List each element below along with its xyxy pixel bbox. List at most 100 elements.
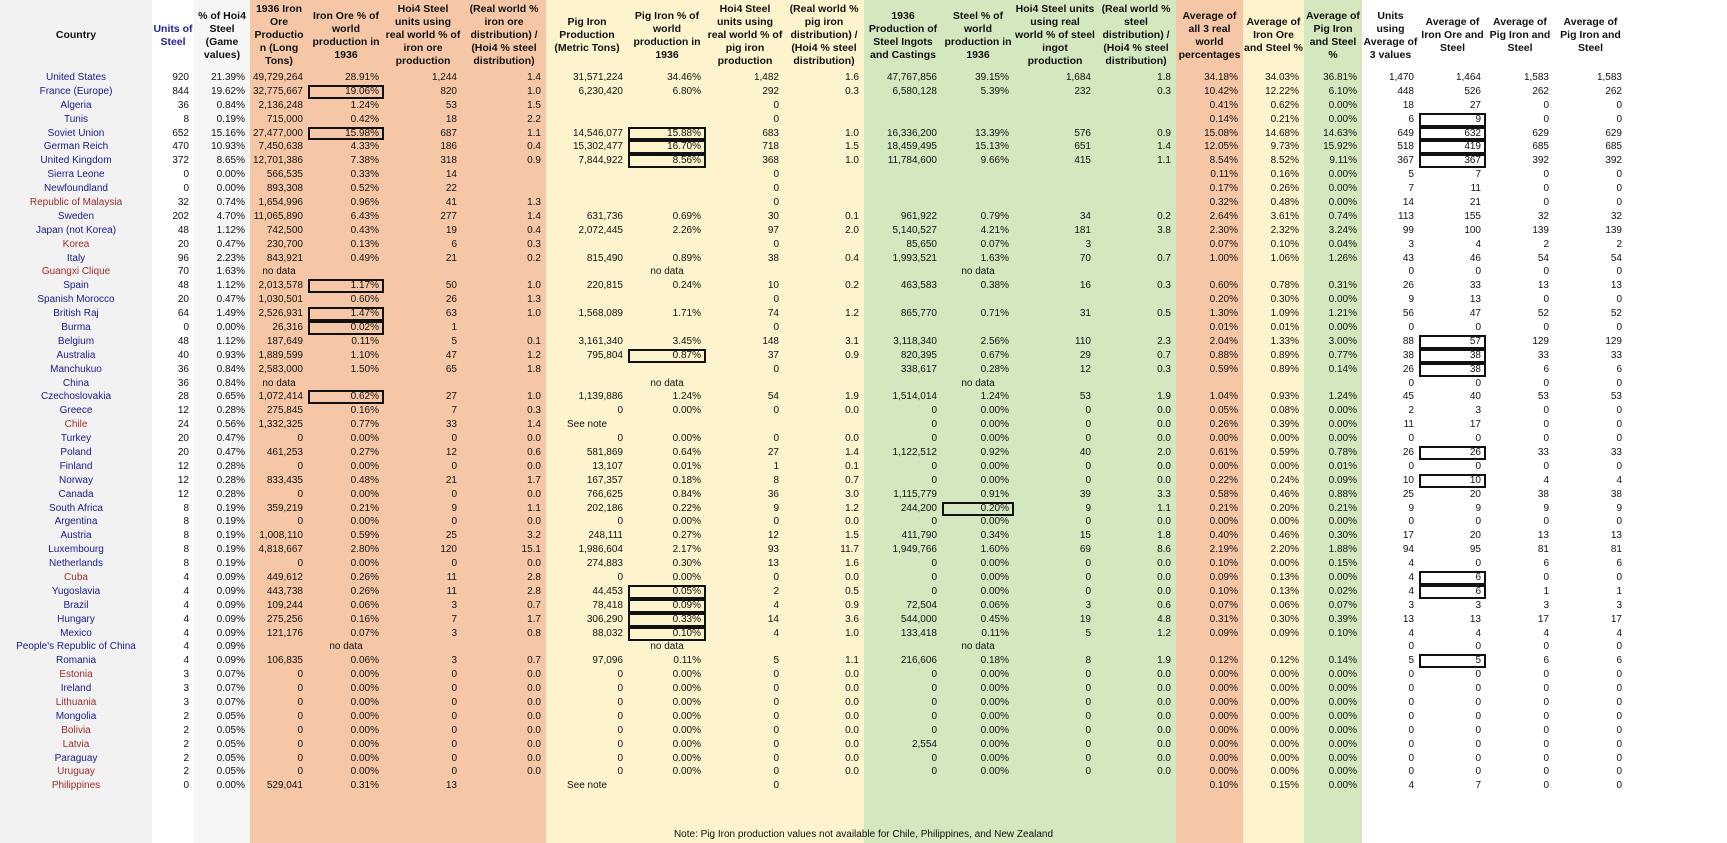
data-cell[interactable]: 1.04% <box>1209 391 1238 403</box>
data-cell[interactable]: 0.09% <box>216 655 245 667</box>
data-cell[interactable]: 0.11% <box>351 335 379 347</box>
data-cell[interactable]: 9 <box>451 502 457 514</box>
data-cell[interactable]: 0 <box>451 516 457 528</box>
data-cell[interactable] <box>942 196 1014 210</box>
data-cell[interactable]: 20 <box>1469 530 1481 542</box>
data-cell[interactable]: 0.10% <box>628 626 706 641</box>
data-cell[interactable]: 0.74% <box>216 196 245 208</box>
data-cell[interactable]: 629 <box>1605 127 1622 139</box>
data-cell[interactable]: 0 <box>1085 669 1091 681</box>
data-cell[interactable] <box>462 779 546 793</box>
data-cell[interactable]: 0 <box>1616 710 1622 722</box>
data-cell[interactable]: 0 <box>1543 766 1549 778</box>
data-cell[interactable] <box>864 265 942 279</box>
data-cell[interactable]: 449,612 <box>266 572 303 583</box>
data-cell[interactable]: 274,883 <box>586 558 623 570</box>
data-cell[interactable] <box>942 779 1014 793</box>
data-cell[interactable]: 1.88% <box>1328 544 1357 556</box>
data-cell[interactable]: 0.1 <box>845 460 859 472</box>
data-cell[interactable] <box>462 641 546 655</box>
data-cell[interactable]: 0.00% <box>1270 710 1299 722</box>
data-cell[interactable]: no data <box>262 377 296 389</box>
data-cell[interactable]: 0 <box>617 433 623 445</box>
data-cell[interactable]: 0.00% <box>980 710 1009 722</box>
data-cell[interactable]: 0.0 <box>527 669 541 681</box>
data-cell[interactable]: 0.19% <box>216 516 245 528</box>
data-cell[interactable]: 4.33% <box>350 141 379 153</box>
data-cell[interactable] <box>546 363 628 377</box>
data-cell[interactable] <box>942 293 1014 307</box>
data-cell[interactable]: 0 <box>1616 321 1622 333</box>
data-cell[interactable]: 0 <box>297 766 303 778</box>
data-cell[interactable]: 8 <box>773 474 779 486</box>
data-cell[interactable] <box>784 265 864 279</box>
data-cell[interactable]: 0 <box>1475 641 1481 653</box>
data-cell[interactable]: 5 <box>1408 169 1414 181</box>
data-cell[interactable]: 0 <box>773 294 779 306</box>
country-cell[interactable]: Hungary <box>57 613 95 625</box>
data-cell[interactable]: 8.52% <box>1270 155 1299 167</box>
data-cell[interactable]: 21.39% <box>211 71 245 83</box>
country-cell[interactable]: Algeria <box>60 99 92 111</box>
data-cell[interactable]: 0 <box>1085 405 1091 417</box>
data-cell[interactable]: 32 <box>177 196 189 208</box>
data-cell[interactable]: 0 <box>297 710 303 722</box>
data-cell[interactable]: 21 <box>1469 196 1481 208</box>
data-cell[interactable]: 529,041 <box>266 780 303 792</box>
data-cell[interactable]: 8 <box>183 530 189 542</box>
data-cell[interactable]: 40 <box>1079 446 1091 458</box>
data-cell[interactable]: 0.8 <box>527 627 541 639</box>
data-cell[interactable]: 742,500 <box>266 224 303 236</box>
data-cell[interactable]: 63 <box>445 308 457 320</box>
data-cell[interactable]: 3.24% <box>1328 224 1357 236</box>
data-cell[interactable]: 1 <box>1616 585 1622 597</box>
data-cell[interactable]: 0.00% <box>216 183 245 195</box>
data-cell[interactable]: 0.00% <box>350 460 379 472</box>
data-cell[interactable]: 865,770 <box>900 308 937 320</box>
data-cell[interactable]: 0.0 <box>1157 738 1171 750</box>
data-cell[interactable]: 0 <box>1616 669 1622 681</box>
data-cell[interactable]: 0 <box>1408 697 1414 709</box>
data-cell[interactable]: 1.09% <box>1270 308 1299 320</box>
data-cell[interactable]: 110 <box>1075 335 1091 347</box>
data-cell[interactable]: 0.5 <box>1157 308 1171 320</box>
data-cell[interactable]: 1.6 <box>845 558 859 570</box>
data-cell[interactable]: 0.0 <box>527 488 541 500</box>
data-cell[interactable]: 0 <box>1085 460 1091 472</box>
data-cell[interactable] <box>1096 168 1176 182</box>
data-cell[interactable]: 11.7 <box>840 544 859 556</box>
data-cell[interactable]: 0.47% <box>216 294 245 306</box>
data-cell[interactable]: 0 <box>1408 460 1414 472</box>
data-cell[interactable]: 0.00% <box>1328 433 1357 445</box>
data-cell[interactable]: 0.14% <box>1209 113 1238 125</box>
data-cell[interactable]: 27 <box>445 391 457 403</box>
data-cell[interactable]: 0.0 <box>527 460 541 472</box>
data-cell[interactable]: 0.61% <box>1209 446 1238 458</box>
data-cell[interactable]: 6 <box>1408 113 1414 125</box>
data-cell[interactable]: 0.0 <box>845 572 859 583</box>
data-cell[interactable]: 12 <box>177 474 189 486</box>
data-cell[interactable]: 0.21% <box>1209 502 1238 514</box>
data-cell[interactable]: 0 <box>1543 99 1549 111</box>
data-cell[interactable] <box>628 196 706 210</box>
data-cell[interactable]: 0.10% <box>1209 558 1238 570</box>
data-cell[interactable]: 0 <box>1616 460 1622 472</box>
data-cell[interactable]: 113 <box>1398 210 1414 222</box>
data-cell[interactable]: 7 <box>1475 780 1481 792</box>
data-cell[interactable]: 15.88% <box>628 126 706 141</box>
data-cell[interactable]: 45 <box>1402 391 1414 403</box>
data-cell[interactable]: 9.73% <box>1270 141 1299 153</box>
data-cell[interactable]: 0.00% <box>672 752 701 764</box>
data-cell[interactable]: 33 <box>1469 280 1481 292</box>
data-cell[interactable] <box>462 377 546 391</box>
data-cell[interactable]: 65 <box>445 363 457 375</box>
data-cell[interactable]: 0 <box>617 697 623 709</box>
data-cell[interactable]: 1.0 <box>845 627 859 639</box>
data-cell[interactable]: 0.47% <box>216 238 245 250</box>
data-cell[interactable]: 0 <box>1616 196 1622 208</box>
data-cell[interactable]: 0.52% <box>350 183 379 195</box>
data-cell[interactable]: 1.0 <box>527 280 541 292</box>
data-cell[interactable]: 0.00% <box>350 516 379 528</box>
data-cell[interactable]: 57 <box>1419 334 1486 349</box>
data-cell[interactable]: 0 <box>931 766 937 778</box>
